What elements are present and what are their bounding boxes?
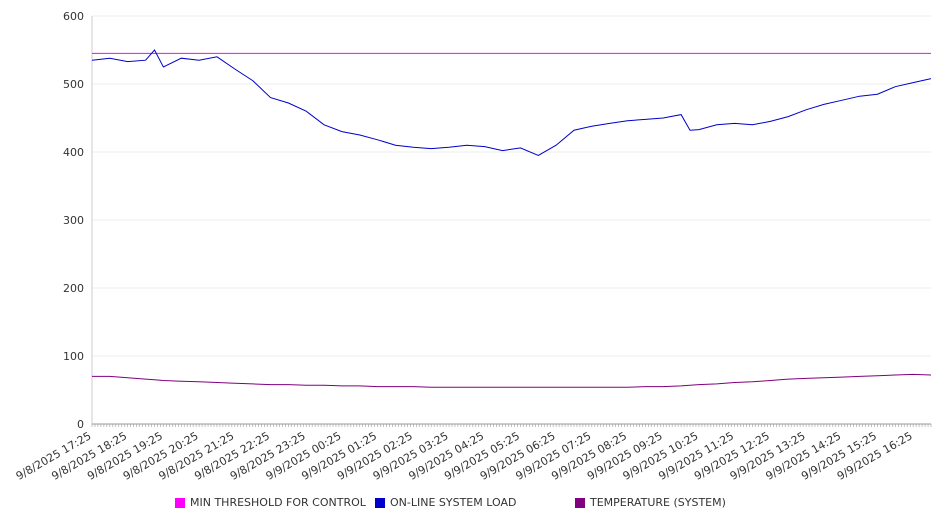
grid-lines [92,15,931,425]
legend-item[interactable]: TEMPERATURE (SYSTEM) [575,496,726,509]
legend-item[interactable]: ON-LINE SYSTEM LOAD [375,496,516,509]
legend-item[interactable]: MIN THRESHOLD FOR CONTROL [175,496,366,509]
y-tick-label: 400 [63,146,84,159]
y-tick-label: 200 [63,282,84,295]
y-tick-label: 100 [63,350,84,363]
y-tick-label: 600 [63,10,84,23]
legend-swatch [375,497,385,508]
series-group [91,49,932,388]
y-tick-label: 300 [63,214,84,227]
series-line [92,373,932,388]
legend-label: TEMPERATURE (SYSTEM) [590,496,726,509]
y-tick-label: 0 [77,418,84,431]
legend-swatch [575,497,585,508]
legend-label: MIN THRESHOLD FOR CONTROL [190,496,366,509]
x-axis: 9/8/2025 17:259/8/2025 18:259/8/2025 19:… [14,423,932,483]
legend: MIN THRESHOLD FOR CONTROL ON-LINE SYSTEM … [0,496,946,516]
legend-label: ON-LINE SYSTEM LOAD [390,496,517,509]
y-axis: 0 100 200 300 400 500 600 [63,10,93,431]
legend-swatch [175,497,185,508]
y-tick-label: 500 [63,78,84,91]
series-line [91,49,932,156]
